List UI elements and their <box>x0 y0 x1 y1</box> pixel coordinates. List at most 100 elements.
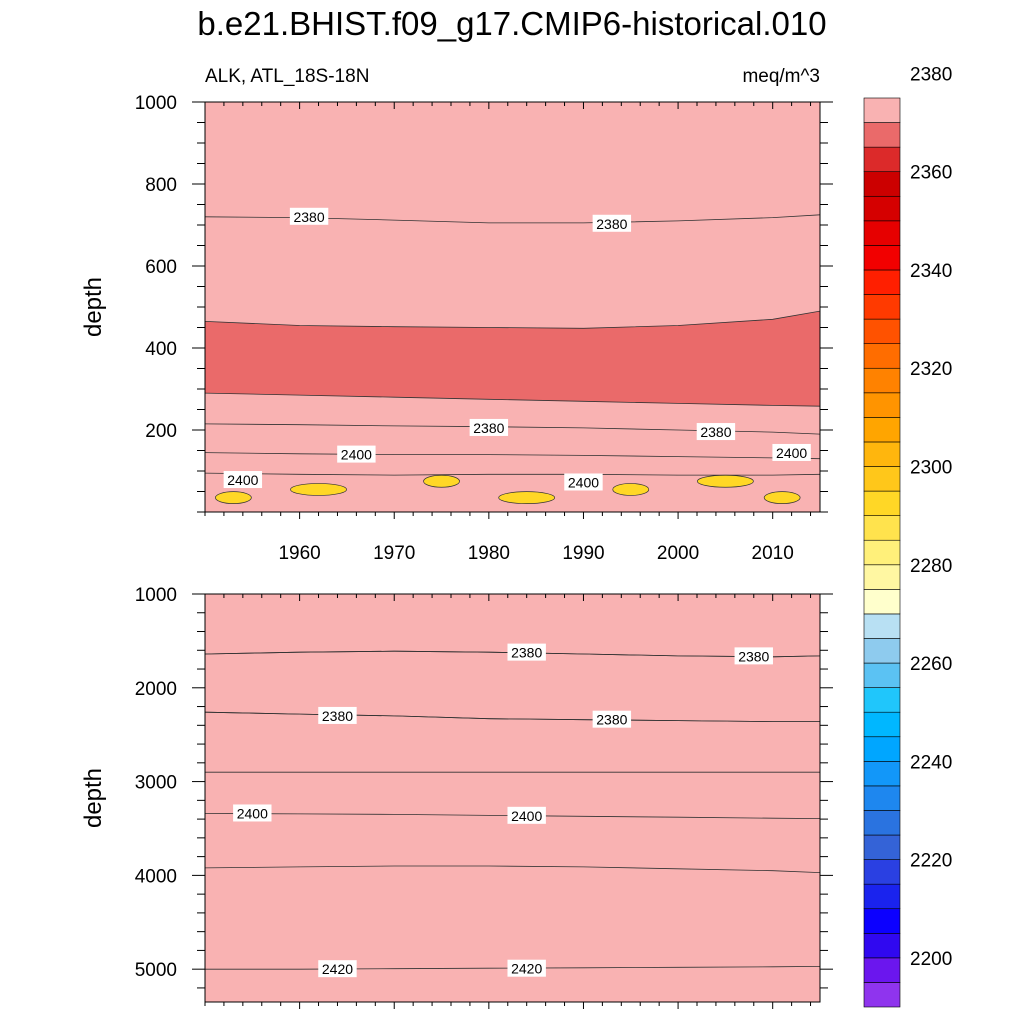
contour-label-text: 2400 <box>227 472 258 488</box>
contour-label-bg <box>507 643 546 661</box>
upper-contour-line-1 <box>205 472 820 476</box>
upper-contour-line-3 <box>205 423 820 435</box>
lower-ytick-label: 5000 <box>135 960 177 981</box>
upper-ytick-label: 400 <box>145 339 177 360</box>
colorbar-level-15 <box>863 613 901 639</box>
upper-panel: 2400 2400 2400 2400 2380 2380 2380 2380 1960 1970… <box>80 93 833 564</box>
upper-plot-area: 2400 2400 2400 2400 2380 2380 2380 2380 <box>205 102 820 512</box>
contour-label-text: 2380 <box>596 712 627 728</box>
contour-label-bg <box>469 418 509 436</box>
upper-contour-label: 2380 <box>592 214 632 232</box>
colorbar-level-34 <box>863 146 901 173</box>
upper-xtick-label: 2000 <box>657 543 699 564</box>
upper-ytick-label: 1000 <box>135 93 177 114</box>
colorbar-level-4 <box>863 883 901 910</box>
colorbar-level-17 <box>863 564 901 590</box>
contour-label-bg <box>318 706 357 724</box>
colorbar-level-31 <box>863 220 901 246</box>
lower-contour-line-4 <box>205 865 820 873</box>
colorbar-level-9 <box>863 761 901 787</box>
upper-contour-line-5 <box>205 310 820 329</box>
upper-contour-label: 2400 <box>564 473 603 491</box>
colorbar-level-16 <box>863 589 901 615</box>
colorbar-tick-label: 2320 <box>910 359 952 380</box>
contour-label-text: 2400 <box>511 808 542 824</box>
upper-contour-label: 2380 <box>696 423 736 441</box>
contour-label-text: 2400 <box>776 445 807 461</box>
contour-label-text: 2380 <box>738 648 769 664</box>
contour-label-bg <box>772 443 811 461</box>
colorbar-level-12 <box>863 687 901 713</box>
upper-contour-label: 2400 <box>337 445 376 463</box>
colorbar-tick-label: 2260 <box>910 654 952 675</box>
figure-title: b.e21.BHIST.f09_g17.CMIP6-historical.010 <box>197 5 826 42</box>
colorbar-level-33 <box>863 171 901 197</box>
contour-label-bg <box>233 804 272 822</box>
colorbar-level-10 <box>863 736 901 762</box>
upper-eddy-6 <box>763 491 801 504</box>
colorbar-tick-label: 2200 <box>910 949 952 970</box>
lower-plot-area: 2380 2380 2380 2380 2400 2400 2420 2420 <box>205 594 820 1002</box>
colorbar-level-29 <box>863 269 901 295</box>
colorbar-level-7 <box>863 810 901 836</box>
lower-frame <box>204 593 821 1003</box>
colorbar-level-5 <box>863 859 901 885</box>
lower-panel: 2380 2380 2380 2380 2400 2400 2420 2420 1000 2000… <box>80 585 833 1009</box>
colorbar-tick-label: 2340 <box>910 261 952 282</box>
upper-band-5 <box>205 214 820 329</box>
upper-ytick-label: 600 <box>145 257 177 278</box>
contour-label-bg <box>507 806 546 824</box>
colorbar-tick-label: 2380 <box>910 64 952 85</box>
lower-contour-label: 2420 <box>507 959 546 977</box>
colorbar-tick-label: 2280 <box>910 556 952 577</box>
contour-label-text: 2420 <box>511 961 542 977</box>
upper-contour-line-4 <box>205 392 820 407</box>
colorbar-tick-label: 2300 <box>910 458 952 479</box>
colorbar-level-20 <box>863 490 901 516</box>
lower-contour-label: 2400 <box>233 804 272 822</box>
lower-band-2 <box>205 712 820 773</box>
colorbar-level-13 <box>863 662 901 688</box>
colorbar-level-6 <box>863 834 901 860</box>
upper-eddy-0 <box>215 491 252 504</box>
contour-label-bg <box>592 710 632 728</box>
upper-xtick-label: 2010 <box>752 543 794 564</box>
colorbar-level-36 <box>863 97 901 123</box>
contour-label-text: 2400 <box>237 805 268 821</box>
contour-label-text: 2380 <box>700 424 731 440</box>
contour-label-text: 2380 <box>511 645 542 661</box>
contour-label-text: 2400 <box>568 474 599 490</box>
variable-region-label: ALK, ATL_18S-18N <box>205 66 369 87</box>
upper-band-6 <box>205 102 820 223</box>
colorbar-level-2 <box>863 932 901 959</box>
colorbar-level-0 <box>863 982 901 1008</box>
lower-band-0 <box>205 594 820 657</box>
contour-label-text: 2380 <box>473 420 504 436</box>
colorbar-level-26 <box>863 343 901 369</box>
colorbar-tick-label: 2240 <box>910 752 952 773</box>
upper-contour-label: 2400 <box>772 443 811 461</box>
lower-band-1 <box>205 651 820 722</box>
upper-eddy-4 <box>612 483 650 496</box>
colorbar-level-8 <box>863 785 901 811</box>
lower-ytick-label: 4000 <box>135 866 177 887</box>
upper-contour-line-2 <box>205 452 820 460</box>
colorbar: 2200 2220 2240 2260 2280 2300 2320 2340 2360 2380… <box>863 64 952 1008</box>
contour-label-bg <box>318 960 357 978</box>
upper-xtick-label: 1970 <box>373 543 415 564</box>
lower-contour-label: 2420 <box>318 960 357 978</box>
colorbar-level-23 <box>863 417 901 443</box>
contour-label-bg <box>696 423 736 441</box>
contour-label-bg <box>592 214 632 232</box>
upper-contour-label: 2380 <box>289 207 329 225</box>
lower-y-axis-label: depth <box>80 768 107 828</box>
contour-label-text: 2380 <box>293 209 324 225</box>
contour-label-text: 2380 <box>322 708 353 724</box>
contour-label-text: 2420 <box>322 961 353 977</box>
upper-eddy-1 <box>290 483 347 496</box>
colorbar-level-14 <box>863 638 901 664</box>
colorbar-tick-label: 2360 <box>910 163 952 184</box>
lower-band-4 <box>205 866 820 1002</box>
contour-label-text: 2400 <box>341 447 372 463</box>
